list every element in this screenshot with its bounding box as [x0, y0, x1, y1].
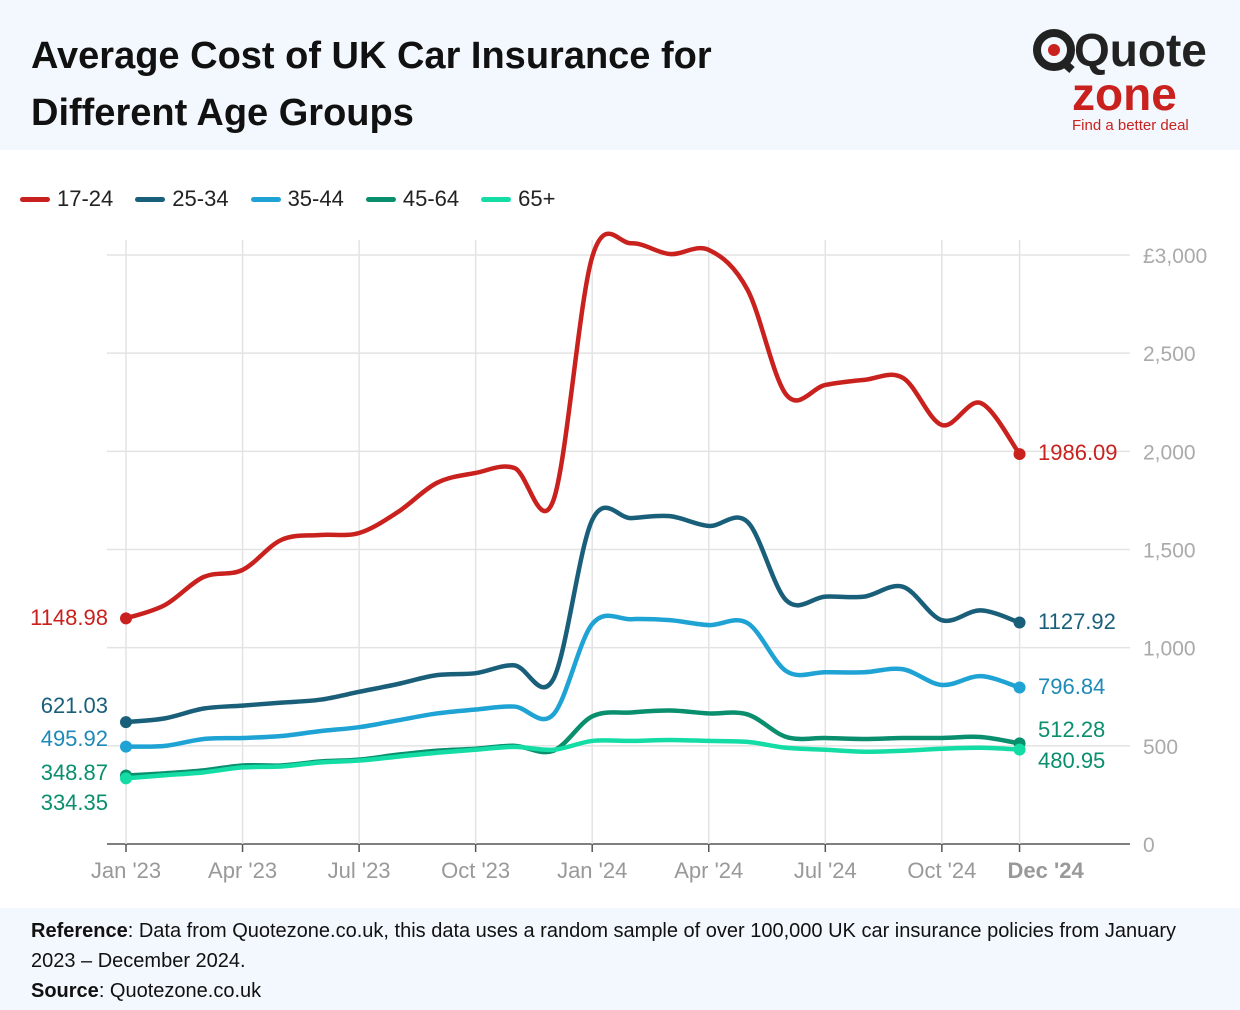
x-tick-label: Jul '23 — [328, 858, 391, 883]
end-value-label: 512.28 — [1038, 717, 1105, 742]
header — [0, 0, 1240, 150]
x-tick-label: Apr '24 — [674, 858, 743, 883]
start-point — [120, 740, 132, 753]
footer — [0, 908, 1240, 1010]
reference-label: Reference — [31, 920, 128, 942]
x-tick-label: Dec '24 — [1008, 858, 1085, 883]
legend-label: 45-64 — [402, 186, 460, 211]
x-tick-label: Apr '23 — [208, 858, 277, 883]
start-point — [120, 772, 132, 785]
y-tick-label: 2,000 — [1143, 441, 1196, 464]
logo-tagline: Find a better deal — [1072, 117, 1189, 134]
reference-text: : Data from Quotezone.co.uk, this data u… — [31, 920, 1177, 972]
series-line-35-44 — [123, 613, 1022, 749]
start-point — [120, 612, 132, 625]
end-value-label: 480.95 — [1038, 748, 1105, 773]
legend-swatch — [250, 196, 281, 202]
end-point — [1013, 448, 1026, 461]
legend-label: 17-24 — [57, 186, 114, 211]
y-tick-label: 1,500 — [1143, 540, 1196, 563]
start-value-label: 1148.98 — [30, 605, 108, 630]
end-value-label: 796.84 — [1038, 674, 1105, 699]
legend-label: 25-34 — [172, 186, 229, 211]
reference-note: Reference: Data from Quotezone.co.uk, th… — [31, 916, 1221, 1006]
logo-line2: zone — [1072, 68, 1177, 120]
legend-label: 35-44 — [287, 186, 344, 211]
start-value-label: 621.03 — [41, 693, 108, 718]
legend: 17-24 25-34 35-44 45-64 65+ — [20, 186, 577, 212]
quotezone-logo: Quote zone Find a better deal — [1033, 24, 1207, 134]
legend-item-17-24: 17-24 — [20, 186, 113, 212]
start-value-label: 495.92 — [41, 726, 108, 751]
legend-item-25-34: 25-34 — [135, 186, 229, 212]
legend-swatch — [20, 196, 50, 202]
start-value-label: 348.87 — [41, 760, 108, 785]
series-line-65+ — [123, 737, 1022, 781]
x-tick-label: Jan '23 — [91, 858, 161, 883]
line-chart: 0 500 1,000 1,500 2,000 2,500 £3,000 Jan '23 Apr… — [30, 231, 1207, 883]
x-tick-label: Oct '23 — [441, 858, 510, 883]
end-point — [1013, 743, 1026, 756]
end-value-label: 1986.09 — [1038, 440, 1118, 465]
source-label: Source — [31, 980, 99, 1002]
source-text: : Quotezone.co.uk — [98, 980, 262, 1002]
legend-item-45-64: 45-64 — [365, 186, 460, 212]
legend-swatch — [135, 196, 166, 202]
legend-item-65+: 65+ — [481, 186, 555, 212]
y-tick-label: £3,000 — [1143, 245, 1207, 268]
end-value-label: 1127.92 — [1038, 609, 1116, 634]
legend-swatch — [481, 196, 512, 202]
x-tick-label: Oct '24 — [907, 858, 976, 883]
page-title: Average Cost of UK Car Insurance for Dif… — [31, 35, 712, 134]
legend-swatch — [365, 196, 396, 202]
x-tick-label: Jan '24 — [557, 858, 627, 883]
start-point — [120, 716, 132, 729]
series-line-25-34 — [123, 505, 1022, 725]
legend-item-35-44: 35-44 — [250, 186, 344, 212]
x-tick-label: Jul '24 — [794, 858, 857, 883]
y-tick-label: 2,500 — [1143, 343, 1196, 366]
y-tick-label: 0 — [1143, 834, 1155, 857]
start-value-label: 334.35 — [41, 790, 108, 815]
y-tick-label: 1,000 — [1143, 638, 1196, 661]
legend-label: 65+ — [518, 186, 556, 211]
series-line-17-24 — [123, 231, 1022, 621]
end-point — [1013, 616, 1026, 629]
end-point — [1013, 681, 1026, 694]
y-tick-label: 500 — [1143, 736, 1178, 759]
logo-line1: Quote — [1074, 24, 1207, 76]
